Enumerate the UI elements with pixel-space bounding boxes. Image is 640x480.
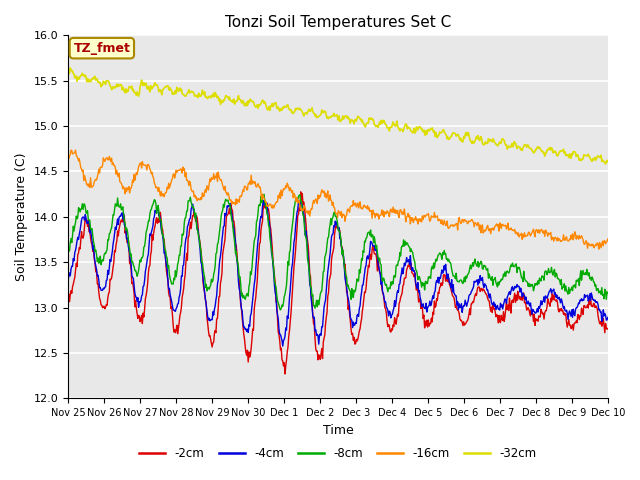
Line: -16cm: -16cm bbox=[68, 150, 608, 249]
Legend: -2cm, -4cm, -8cm, -16cm, -32cm: -2cm, -4cm, -8cm, -16cm, -32cm bbox=[134, 443, 541, 465]
-16cm bbox=[214, 179, 221, 184]
-16cm bbox=[64, 150, 72, 156]
Line: -8cm: -8cm bbox=[68, 194, 608, 310]
-32cm bbox=[214, 93, 221, 99]
-4cm bbox=[129, 276, 137, 281]
-2cm bbox=[213, 316, 221, 322]
-16cm bbox=[420, 213, 428, 218]
-32cm bbox=[64, 70, 72, 76]
Y-axis label: Soil Temperature (C): Soil Temperature (C) bbox=[15, 153, 28, 281]
-16cm bbox=[75, 158, 83, 164]
-8cm bbox=[184, 198, 192, 204]
-8cm bbox=[129, 262, 137, 268]
Line: -4cm: -4cm bbox=[68, 201, 608, 346]
-4cm bbox=[184, 222, 192, 228]
-4cm bbox=[74, 234, 82, 240]
-16cm bbox=[185, 183, 193, 189]
-2cm bbox=[74, 252, 82, 257]
-32cm bbox=[131, 90, 138, 96]
-8cm bbox=[604, 290, 612, 296]
-2cm bbox=[604, 326, 612, 332]
-2cm bbox=[281, 371, 289, 377]
-16cm bbox=[404, 210, 412, 216]
-16cm bbox=[604, 236, 612, 242]
Line: -32cm: -32cm bbox=[68, 68, 608, 164]
-32cm bbox=[75, 76, 83, 82]
-2cm bbox=[405, 264, 413, 269]
-2cm bbox=[129, 284, 137, 290]
-8cm bbox=[213, 250, 221, 255]
-4cm bbox=[405, 257, 413, 263]
-8cm bbox=[260, 192, 268, 197]
-8cm bbox=[64, 247, 72, 252]
-2cm bbox=[420, 325, 428, 331]
Text: TZ_fmet: TZ_fmet bbox=[74, 42, 131, 55]
Line: -2cm: -2cm bbox=[68, 192, 608, 374]
-4cm bbox=[420, 305, 428, 311]
-8cm bbox=[74, 215, 82, 220]
-8cm bbox=[420, 287, 428, 293]
-32cm bbox=[420, 127, 428, 133]
-16cm bbox=[72, 147, 79, 153]
-4cm bbox=[213, 293, 221, 299]
-4cm bbox=[279, 343, 287, 349]
-4cm bbox=[259, 198, 267, 204]
-32cm bbox=[67, 65, 74, 71]
-2cm bbox=[184, 235, 192, 241]
-32cm bbox=[602, 161, 609, 167]
-4cm bbox=[604, 314, 612, 320]
-16cm bbox=[595, 246, 603, 252]
-8cm bbox=[405, 244, 413, 250]
Title: Tonzi Soil Temperatures Set C: Tonzi Soil Temperatures Set C bbox=[225, 15, 451, 30]
-16cm bbox=[131, 171, 138, 177]
-4cm bbox=[64, 278, 72, 284]
-32cm bbox=[404, 124, 412, 130]
-2cm bbox=[297, 189, 305, 195]
-2cm bbox=[64, 289, 72, 295]
-32cm bbox=[604, 159, 612, 165]
-32cm bbox=[185, 87, 193, 93]
X-axis label: Time: Time bbox=[323, 424, 353, 437]
-8cm bbox=[276, 307, 284, 313]
